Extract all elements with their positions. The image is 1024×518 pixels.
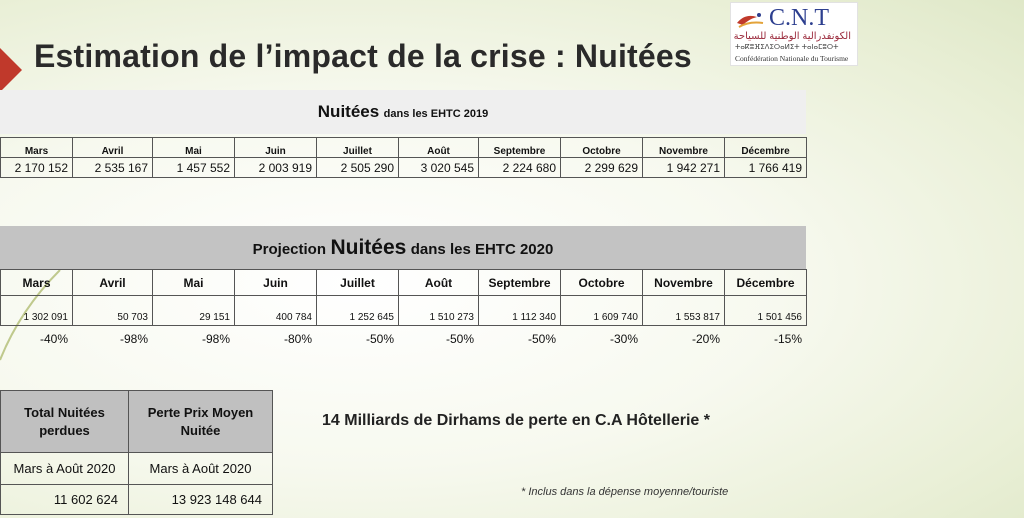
logo-amazigh: ⵜⴰⴽⵓⴼⵉⴷⵉⵔⴰⵍⵉⵜ ⵜⴰⵏⴰⵎⵓⵔⵜ [735, 44, 839, 51]
logo-subtitle: Confédération Nationale du Tourisme [735, 54, 849, 63]
month-header: Novembre [642, 269, 725, 296]
month-header: Mars [0, 137, 73, 158]
summary-value-row: 11 602 624 13 923 148 644 [0, 484, 273, 515]
month-header: Avril [72, 269, 153, 296]
change-percent: -20% [691, 332, 720, 346]
value-cell: 1 942 271 [642, 157, 725, 178]
summary-period-row: Mars à Août 2020 Mars à Août 2020 [0, 452, 273, 485]
table-2019: Mars Avril Mai Juin Juillet Août Septemb… [0, 137, 807, 178]
table-2019-title-big: Nuitées [317, 102, 380, 121]
perte-prix-header: Perte Prix Moyen Nuitée [128, 390, 273, 453]
table-2020-title-big: Nuitées [330, 236, 407, 259]
month-header: Mars [0, 269, 73, 296]
table-2019-title-small: dans les EHTC 2019 [383, 108, 489, 120]
value-cell: 2 224 680 [478, 157, 561, 178]
value-cell: 1 457 552 [152, 157, 235, 178]
value-cell: 1 302 091 [0, 295, 73, 326]
footnote: * Inclus dans la dépense moyenne/tourist… [521, 486, 729, 498]
month-header: Décembre [724, 269, 807, 296]
month-header: Septembre [478, 137, 561, 158]
table-2019-title: Nuitées dans les EHTC 2019 [0, 90, 806, 134]
month-header: Juin [234, 137, 317, 158]
table-2020-title-pre: Projection [252, 241, 326, 258]
value-cell: 29 151 [152, 295, 235, 326]
change-percent: -80% [283, 332, 312, 346]
table-2020-value-row: 1 302 091 50 703 29 151 400 784 1 252 64… [0, 295, 807, 326]
loss-headline: 14 Milliards de Dirhams de perte en C.A … [322, 412, 710, 429]
value-cell: 1 112 340 [478, 295, 561, 326]
table-2020: Mars Avril Mai Juin Juillet Août Septemb… [0, 269, 807, 326]
month-header: Mai [152, 137, 235, 158]
table-2019-value-row: 2 170 152 2 535 167 1 457 552 2 003 919 … [0, 157, 807, 178]
cnt-logo: C.N.T الكونفدرالية الوطنية للسياحة ⵜⴰⴽⵓⴼ… [730, 2, 858, 66]
month-header: Juillet [316, 137, 399, 158]
value-cell: 1 501 456 [724, 295, 807, 326]
table-2019-header-row: Mars Avril Mai Juin Juillet Août Septemb… [0, 137, 807, 158]
change-percent: -15% [773, 332, 802, 346]
month-header: Juin [234, 269, 317, 296]
month-header: Août [398, 269, 479, 296]
month-header: Juillet [316, 269, 399, 296]
total-nuitees-value: 11 602 624 [0, 484, 129, 515]
change-percent: -98% [201, 332, 230, 346]
change-percent: -50% [445, 332, 474, 346]
value-cell: 1 609 740 [560, 295, 643, 326]
table-2020-title-small: dans les EHTC 2020 [410, 241, 554, 258]
value-cell: 1 510 273 [398, 295, 479, 326]
value-cell: 2 535 167 [72, 157, 153, 178]
month-header: Décembre [724, 137, 807, 158]
cnt-logo-icon [737, 13, 764, 28]
slide-title: Estimation de l’impact de la crise : Nui… [34, 38, 692, 74]
change-percent: -50% [527, 332, 556, 346]
month-header: Octobre [560, 137, 643, 158]
change-percent: -30% [609, 332, 638, 346]
value-cell: 1 252 645 [316, 295, 399, 326]
month-header: Octobre [560, 269, 643, 296]
value-cell: 400 784 [234, 295, 317, 326]
period-cell: Mars à Août 2020 [0, 452, 129, 485]
table-2020-header-row: Mars Avril Mai Juin Juillet Août Septemb… [0, 269, 807, 296]
month-header: Mai [152, 269, 235, 296]
perte-prix-value: 13 923 148 644 [128, 484, 273, 515]
period-cell: Mars à Août 2020 [128, 452, 273, 485]
logo-arabic: الكونفدرالية الوطنية للسياحة [733, 31, 851, 42]
logo-brand: C.N.T [769, 5, 829, 31]
month-header: Avril [72, 137, 153, 158]
summary-table: Total Nuitées perdues Perte Prix Moyen N… [0, 390, 273, 515]
change-percent: -50% [365, 332, 394, 346]
value-cell: 2 299 629 [560, 157, 643, 178]
table-2020-title: Projection Nuitées dans les EHTC 2020 [0, 226, 806, 270]
total-nuitees-header: Total Nuitées perdues [0, 390, 129, 453]
change-percent: -40% [39, 332, 68, 346]
month-header: Novembre [642, 137, 725, 158]
value-cell: 1 553 817 [642, 295, 725, 326]
summary-header-row: Total Nuitées perdues Perte Prix Moyen N… [0, 390, 273, 453]
value-cell: 2 505 290 [316, 157, 399, 178]
month-header: Août [398, 137, 479, 158]
change-percent: -98% [119, 332, 148, 346]
month-header: Septembre [478, 269, 561, 296]
change-percent-row: -40% -98% -98% -80% -50% -50% -50% -30% … [0, 332, 806, 346]
value-cell: 2 003 919 [234, 157, 317, 178]
value-cell: 3 020 545 [398, 157, 479, 178]
value-cell: 2 170 152 [0, 157, 73, 178]
value-cell: 1 766 419 [724, 157, 807, 178]
value-cell: 50 703 [72, 295, 153, 326]
